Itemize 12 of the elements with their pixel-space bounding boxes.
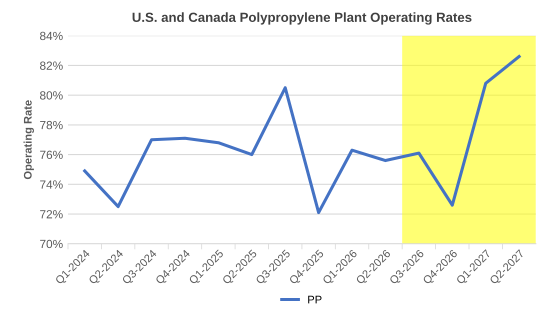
y-tick-label: 78% <box>40 120 63 130</box>
chart-title: U.S. and Canada Polypropylene Plant Operating Rates <box>132 12 472 25</box>
y-tick-label: 72% <box>40 210 63 218</box>
y-tick-label: 82% <box>40 62 63 70</box>
y-tick-label: 84% <box>40 32 63 40</box>
y-tick-label: 76% <box>40 150 63 159</box>
y-axis-title: Operating Rate <box>24 100 34 180</box>
line-series <box>83 55 521 214</box>
y-tick-label: 74% <box>40 180 63 189</box>
legend-label: PP <box>308 296 322 304</box>
y-tick-label: 80% <box>40 91 63 100</box>
y-tick-label: 70% <box>40 240 63 248</box>
